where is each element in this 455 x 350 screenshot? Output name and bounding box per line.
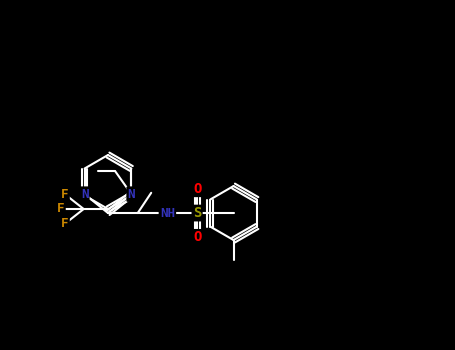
Text: N: N <box>81 188 88 201</box>
Text: N: N <box>128 188 135 201</box>
Text: F: F <box>61 188 69 201</box>
Text: S: S <box>193 206 201 220</box>
Text: O: O <box>193 230 201 244</box>
Text: F: F <box>57 203 65 216</box>
Text: NH: NH <box>160 206 175 219</box>
Text: O: O <box>193 182 201 196</box>
Text: F: F <box>61 217 69 230</box>
